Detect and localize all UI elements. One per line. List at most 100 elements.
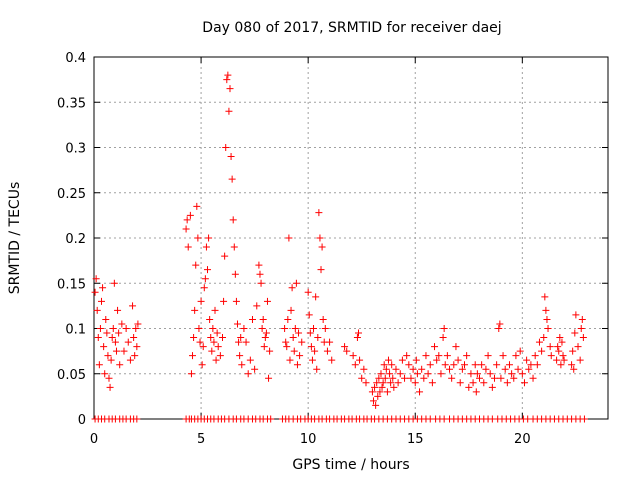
data-point <box>307 343 315 351</box>
x-tick-label: 0 <box>90 432 98 447</box>
data-point <box>351 361 359 369</box>
data-point <box>529 374 537 382</box>
data-point <box>233 320 241 328</box>
y-tick-label: 0.1 <box>65 323 86 338</box>
data-point <box>201 275 209 283</box>
data-point <box>306 329 314 337</box>
data-point <box>251 365 259 373</box>
data-point <box>263 297 271 305</box>
data-point <box>490 374 498 382</box>
data-point <box>465 383 473 391</box>
data-point <box>105 374 113 382</box>
data-point <box>209 325 217 332</box>
data-point <box>380 361 388 369</box>
data-point <box>405 361 413 369</box>
data-point <box>541 293 549 301</box>
data-point <box>298 338 306 346</box>
data-point <box>93 306 101 314</box>
data-point <box>369 397 377 405</box>
data-point <box>120 347 128 355</box>
data-point <box>326 338 334 346</box>
data-point <box>378 383 386 391</box>
data-point <box>533 361 541 369</box>
data-point <box>349 352 357 360</box>
data-point <box>246 356 254 364</box>
data-point <box>260 343 268 351</box>
data-point <box>546 343 554 351</box>
data-point <box>512 352 520 360</box>
y-tick-label: 0.4 <box>65 51 86 66</box>
data-point <box>368 388 376 396</box>
data-point <box>373 379 381 387</box>
data-point-zero <box>133 415 141 423</box>
data-point <box>97 297 105 305</box>
data-point <box>228 175 236 183</box>
data-point <box>258 325 266 332</box>
data-point <box>100 343 108 351</box>
data-point <box>94 334 102 342</box>
data-point <box>422 352 430 360</box>
data-point <box>420 374 428 382</box>
data-point-zero <box>580 415 588 423</box>
data-point <box>383 388 391 396</box>
data-point <box>543 315 551 323</box>
data-point <box>115 329 123 337</box>
data-point <box>191 306 199 314</box>
data-point <box>486 370 494 378</box>
data-point <box>497 374 505 382</box>
data-point <box>577 325 585 332</box>
data-point <box>520 379 528 387</box>
data-point <box>443 352 451 360</box>
data-point <box>362 379 370 387</box>
data-point <box>472 388 480 396</box>
data-point <box>503 379 511 387</box>
data-point <box>579 334 587 342</box>
data-point <box>394 379 402 387</box>
data-point <box>319 315 327 323</box>
data-point <box>311 347 319 355</box>
data-point <box>360 365 368 373</box>
data-point <box>358 374 366 382</box>
data-point <box>103 329 111 337</box>
data-point <box>222 144 230 151</box>
data-point <box>354 329 362 337</box>
data-point <box>553 356 561 364</box>
data-point <box>287 306 295 314</box>
data-point <box>207 334 215 342</box>
data-point <box>388 361 396 369</box>
data-point <box>450 361 458 369</box>
data-point <box>304 288 312 296</box>
data-point <box>197 297 205 305</box>
data-point <box>286 356 294 364</box>
y-tick-label: 0.2 <box>65 232 86 247</box>
data-point <box>296 352 304 360</box>
data-point <box>555 347 563 355</box>
x-tick-label: 20 <box>514 432 531 447</box>
data-point <box>508 370 516 378</box>
data-point <box>418 365 426 373</box>
data-point <box>469 379 477 387</box>
data-point <box>476 374 483 382</box>
data-point <box>305 311 313 319</box>
data-point <box>194 234 202 242</box>
data-point <box>312 293 320 301</box>
data-point <box>235 338 243 346</box>
data-point <box>341 343 349 351</box>
data-point <box>210 338 218 346</box>
chart-title: Day 080 of 2017, SRMTID for receiver dae… <box>202 20 501 36</box>
data-point <box>554 343 562 351</box>
data-point <box>101 370 109 378</box>
data-point <box>572 311 580 319</box>
data-point <box>99 284 107 292</box>
data-point <box>382 365 390 373</box>
data-point <box>316 234 324 242</box>
data-point <box>227 153 235 161</box>
data-point <box>284 315 292 323</box>
data-point <box>244 370 252 378</box>
data-point <box>187 370 195 378</box>
data-point <box>356 356 364 364</box>
x-tick-label: 5 <box>197 432 205 447</box>
data-point <box>112 347 120 355</box>
data-point <box>230 243 238 251</box>
data-point <box>557 361 565 369</box>
